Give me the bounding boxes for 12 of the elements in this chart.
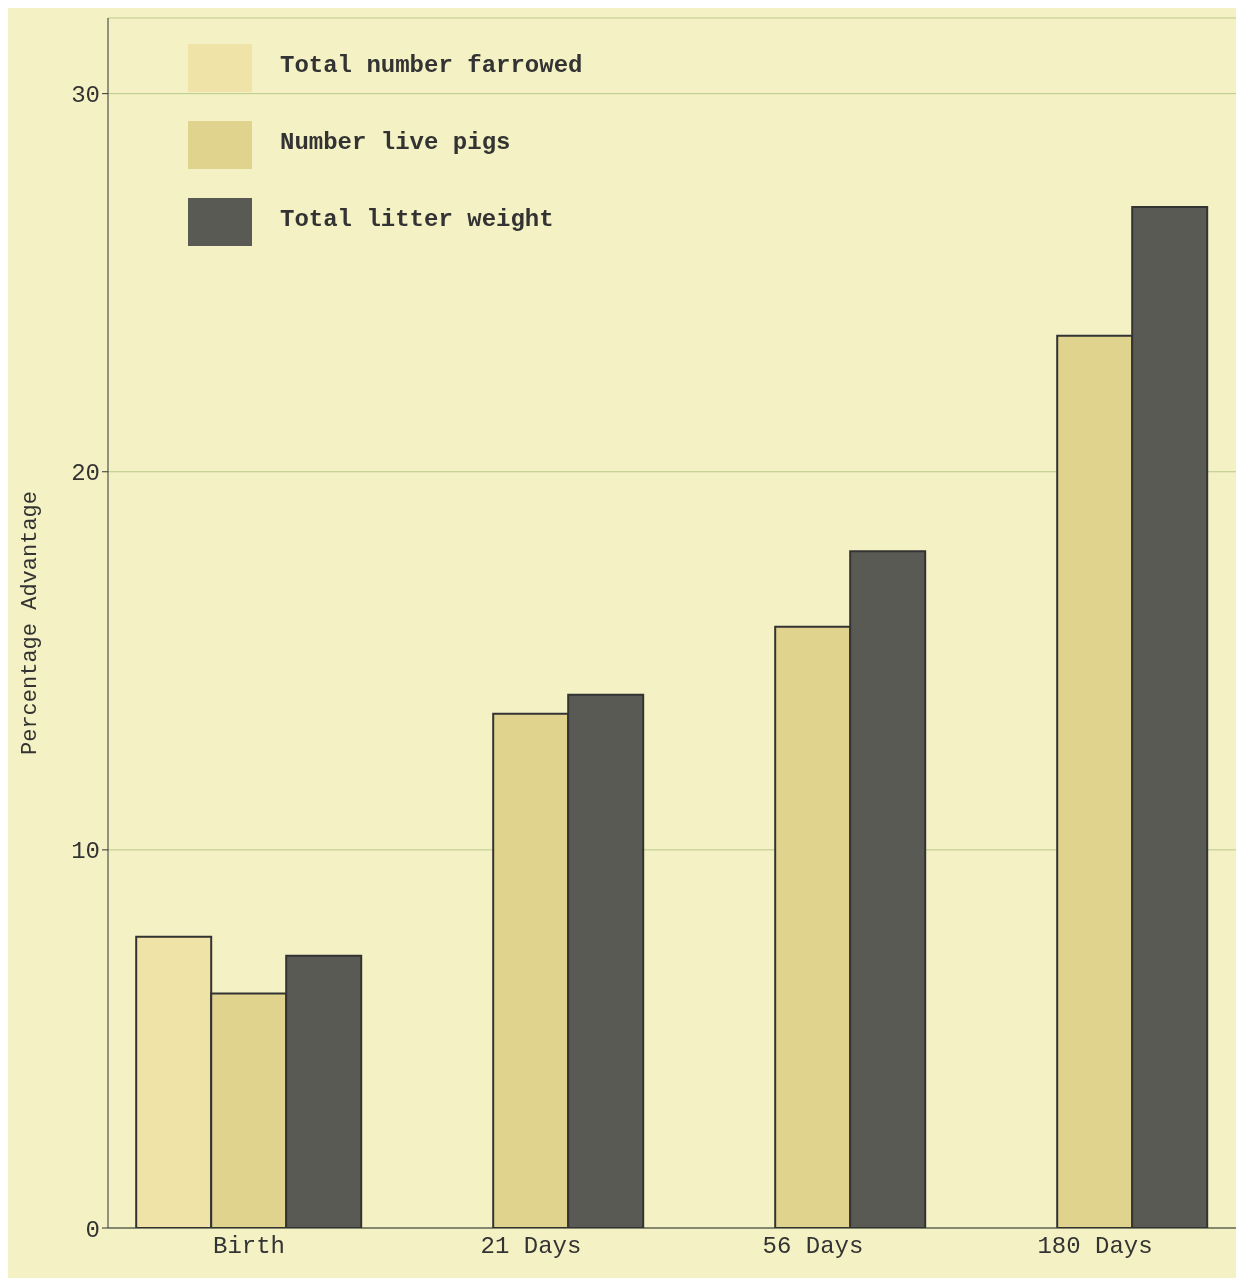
legend-label: Total number farrowed [280,52,583,79]
legend-label: Total litter weight [280,206,554,233]
y-axis-title: Percentage Advantage [17,490,43,756]
x-tick-label: Birth [212,1233,286,1261]
x-tick-label: 21 Days [480,1233,582,1261]
y-tick-label: 20 [71,460,100,488]
legend-label: Number live pigs [280,129,511,156]
y-tick-label: 10 [71,838,100,866]
x-tick-label: 56 Days [762,1233,864,1261]
y-tick-label: 30 [71,82,100,110]
y-tick-label: 0 [85,1216,100,1244]
x-tick-label: 180 Days [1037,1233,1153,1261]
